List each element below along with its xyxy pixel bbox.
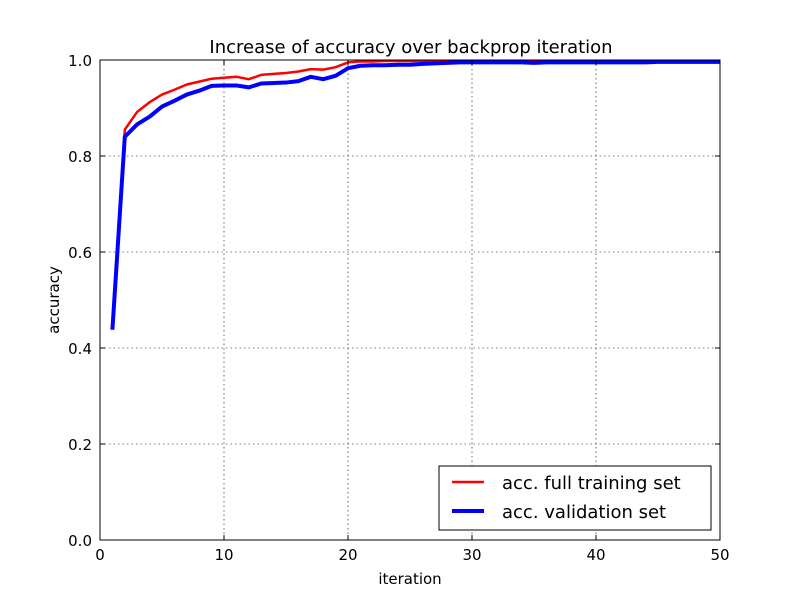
ticks: 0 10 20 30 40 50 0.0 0.2 0.4 0.6 0.8 1.0 (68, 52, 729, 564)
legend-label-training: acc. full training set (502, 473, 681, 494)
legend-label-validation: acc. validation set (502, 502, 666, 523)
legend: acc. full training set acc. validation s… (438, 465, 712, 531)
x-tick-label: 30 (462, 546, 481, 564)
y-axis-label: accuracy (45, 266, 63, 334)
x-tick-label: 0 (95, 546, 105, 564)
x-tick-label: 50 (710, 546, 729, 564)
chart-title: Increase of accuracy over backprop itera… (209, 37, 612, 58)
x-tick-label: 20 (338, 546, 357, 564)
plot-frame (99, 59, 721, 541)
y-tick-label: 0.0 (68, 532, 92, 550)
legend-box (438, 465, 712, 531)
y-tick-label: 1.0 (68, 52, 92, 70)
series-lines (110, 59, 720, 330)
y-tick-label: 0.6 (68, 244, 92, 262)
grid (100, 60, 720, 540)
x-tick-label: 40 (586, 546, 605, 564)
series-line-validation (110, 59, 720, 330)
x-axis-label: iteration (378, 570, 441, 588)
y-tick-label: 0.2 (68, 436, 92, 454)
x-tick-label: 10 (214, 546, 233, 564)
y-tick-label: 0.4 (68, 340, 92, 358)
y-tick-label: 0.8 (68, 148, 92, 166)
